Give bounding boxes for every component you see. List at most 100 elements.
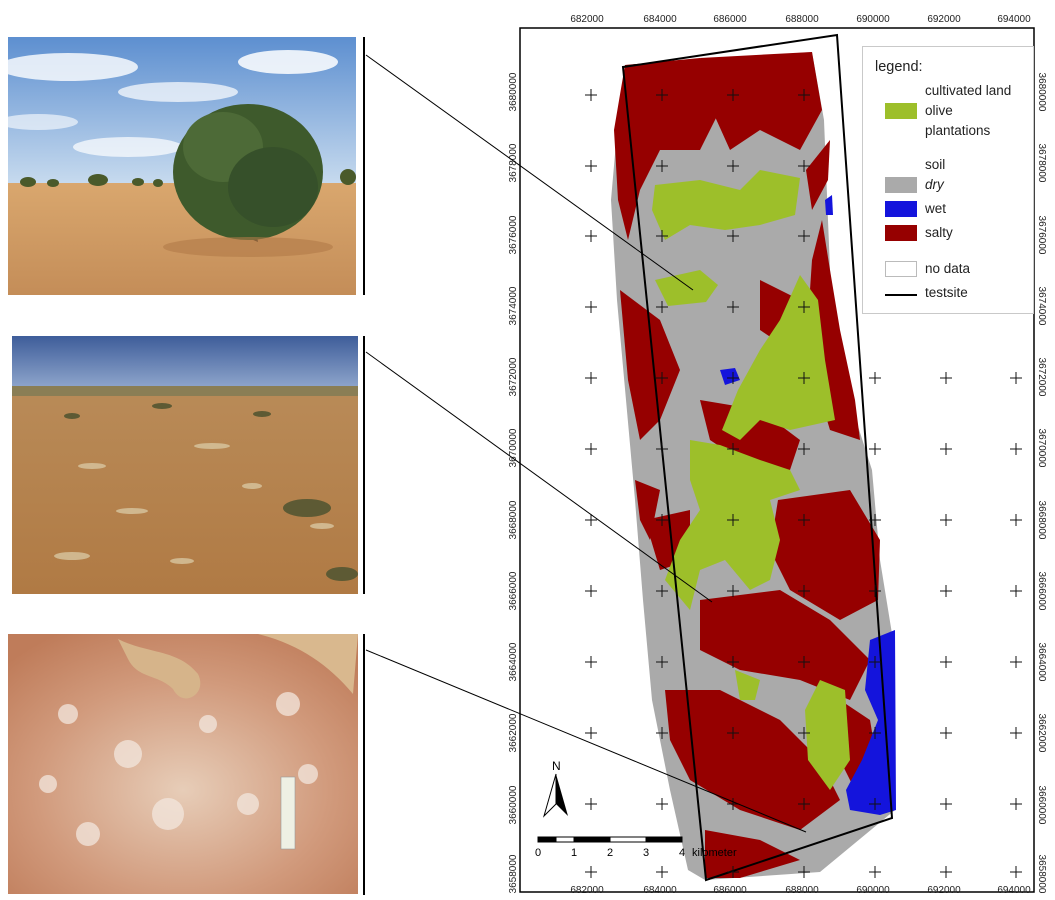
scale-tick: 2 (607, 847, 613, 859)
grid-cross (1010, 656, 1022, 668)
x-label: 690000 (856, 14, 890, 25)
y-label: 3668000 (1036, 501, 1047, 540)
grid-cross (798, 514, 810, 526)
photo-bracket-3 (363, 634, 365, 895)
grid-cross (656, 727, 668, 739)
grid-cross (1010, 798, 1022, 810)
photo-olive-tree (8, 37, 356, 295)
x-label: 684000 (643, 885, 677, 895)
x-label: 688000 (785, 885, 819, 895)
grid-cross (798, 656, 810, 668)
leader-lines (365, 54, 807, 833)
grid-cross (656, 514, 668, 526)
grid-cross (869, 798, 881, 810)
x-label: 684000 (643, 14, 677, 25)
leader-line-3 (365, 649, 807, 833)
grid-cross (727, 585, 739, 597)
y-label: 3676000 (508, 215, 519, 254)
testsite-outline (621, 33, 894, 882)
grid-cross (798, 866, 810, 878)
x-label: 690000 (856, 885, 890, 895)
grid-cross (656, 89, 668, 101)
grid-cross (656, 585, 668, 597)
legend-title: legend: (875, 59, 923, 75)
grid-cross (1010, 443, 1022, 455)
y-label: 3664000 (1036, 643, 1047, 682)
grid-cross (1010, 866, 1022, 878)
legend: legend: cultivated land olive plantation… (862, 46, 1034, 314)
legend-soil-heading: soil (925, 157, 946, 172)
grid-cross (940, 656, 952, 668)
grid-cross (585, 160, 597, 172)
grid-cross (727, 656, 739, 668)
y-label: 3660000 (508, 785, 519, 824)
y-label: 3658000 (1036, 855, 1047, 894)
grid-cross (727, 89, 739, 101)
x-label: 692000 (927, 14, 961, 25)
y-label: 3668000 (508, 500, 519, 539)
scale-unit: kilometer (692, 847, 737, 859)
grid-cross (585, 301, 597, 313)
grid-cross (585, 866, 597, 878)
legend-swatch-salty (885, 225, 917, 241)
legend-no-data: no data (925, 261, 971, 276)
photo-dry-soil (12, 336, 358, 594)
grid-cross (585, 798, 597, 810)
grid-cross (940, 727, 952, 739)
grid-cross (1010, 514, 1022, 526)
x-label: 694000 (997, 885, 1031, 895)
grid-cross (798, 798, 810, 810)
x-label: 694000 (997, 14, 1031, 25)
x-label: 692000 (927, 885, 961, 895)
grid-cross (727, 443, 739, 455)
grid-cross (727, 372, 739, 384)
bottom-x-labels: 682000 684000 686000 688000 690000 69200… (570, 885, 1031, 896)
grid-cross (940, 585, 952, 597)
photo-bracket-1 (363, 37, 365, 295)
y-label: 3670000 (1036, 429, 1047, 468)
grid-cross (585, 89, 597, 101)
legend-swatch-olive (885, 103, 917, 119)
photo-salty-crust (8, 634, 358, 894)
grid-cross (656, 656, 668, 668)
grid-cross (727, 160, 739, 172)
grid-cross (656, 160, 668, 172)
photo-bracket-2 (363, 336, 365, 594)
y-label: 3666000 (508, 571, 519, 610)
legend-swatch-wet (885, 201, 917, 217)
grid-cross (656, 372, 668, 384)
legend-testsite: testsite (925, 285, 968, 300)
y-label: 3664000 (508, 642, 519, 681)
grid-cross (869, 585, 881, 597)
grid-cross (585, 372, 597, 384)
grid-cross (869, 866, 881, 878)
grid-cross (798, 160, 810, 172)
north-label: N (552, 759, 561, 773)
x-label: 686000 (713, 885, 747, 895)
grid-cross (1010, 372, 1022, 384)
grid-cross (656, 866, 668, 878)
grid-cross (798, 727, 810, 739)
y-label: 3658000 (508, 854, 519, 893)
grid-cross (727, 301, 739, 313)
y-label: 3666000 (1036, 572, 1047, 611)
x-label: 682000 (570, 14, 604, 25)
y-label: 3670000 (508, 428, 519, 467)
legend-dry: dry (925, 177, 944, 192)
scale-tick: 3 (643, 847, 649, 859)
legend-salty: salty (925, 225, 953, 240)
x-label: 686000 (713, 14, 747, 25)
y-label: 3662000 (1036, 714, 1047, 753)
grid-cross (940, 798, 952, 810)
scale-tick: 0 (535, 847, 541, 859)
grid-cross (869, 727, 881, 739)
grid-cross (585, 230, 597, 242)
grid-cross (940, 866, 952, 878)
y-label: 3680000 (1036, 73, 1047, 112)
y-label: 3660000 (1036, 786, 1047, 825)
y-label: 3680000 (508, 72, 519, 111)
y-label: 3674000 (508, 286, 519, 325)
grid-cross (869, 514, 881, 526)
y-label: 3672000 (508, 357, 519, 396)
scale-bar: 0 1 2 3 4 kilometer (534, 835, 774, 864)
